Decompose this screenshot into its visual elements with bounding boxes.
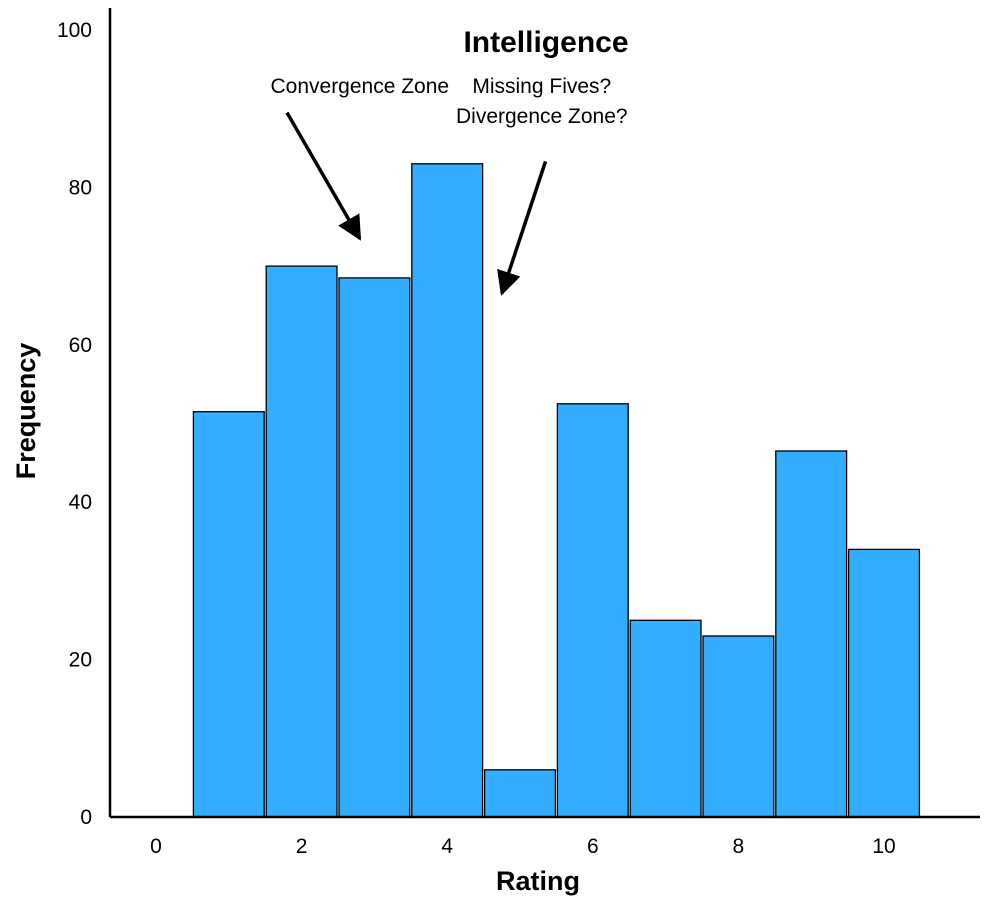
- y-tick-label: 80: [69, 176, 92, 199]
- annotation-2: Missing Fives? Divergence Zone?: [456, 75, 628, 296]
- x-tick-labels: 0 2 4 6 8 10: [150, 835, 896, 858]
- x-axis-label: Rating: [496, 866, 580, 896]
- x-tick-label: 6: [587, 835, 599, 858]
- annotation-text: Convergence Zone: [270, 75, 449, 98]
- annotation-1: Convergence Zone: [270, 75, 449, 241]
- x-tick-label: 10: [872, 835, 895, 858]
- x-tick-label: 8: [733, 835, 745, 858]
- y-tick-label: 100: [57, 19, 92, 42]
- chart-title: Intelligence: [463, 26, 628, 59]
- bar-rating-7: [629, 619, 702, 818]
- y-tick-label: 40: [69, 491, 92, 514]
- annotation-arrow: [497, 160, 548, 296]
- bars-group: [192, 163, 921, 818]
- annotation-text: Missing Fives?: [472, 75, 611, 98]
- annotation-text: Divergence Zone?: [456, 105, 628, 128]
- bar-rating-9: [775, 450, 848, 818]
- y-tick-labels: 0 20 40 60 80 100: [57, 19, 92, 829]
- bar-rating-10: [847, 548, 921, 818]
- bar-rating-4: [411, 163, 484, 818]
- bar-rating-8: [702, 635, 775, 818]
- x-tick-label: 0: [150, 835, 162, 858]
- x-tick-label: 4: [441, 835, 453, 858]
- bar-rating-6: [556, 403, 629, 818]
- y-tick-label: 0: [80, 806, 92, 829]
- annotation-arrow: [285, 111, 362, 241]
- bar-rating-1: [192, 411, 265, 818]
- x-tick-label: 2: [296, 835, 308, 858]
- bar-rating-2: [265, 265, 338, 818]
- annotations-group: Convergence Zone Missing Fives? Divergence…: [270, 75, 628, 296]
- y-tick-label: 20: [69, 649, 92, 672]
- y-axis-label: Frequency: [11, 343, 41, 480]
- bar-rating-5: [483, 769, 557, 818]
- bar-rating-3: [338, 277, 411, 818]
- y-tick-label: 60: [69, 334, 92, 357]
